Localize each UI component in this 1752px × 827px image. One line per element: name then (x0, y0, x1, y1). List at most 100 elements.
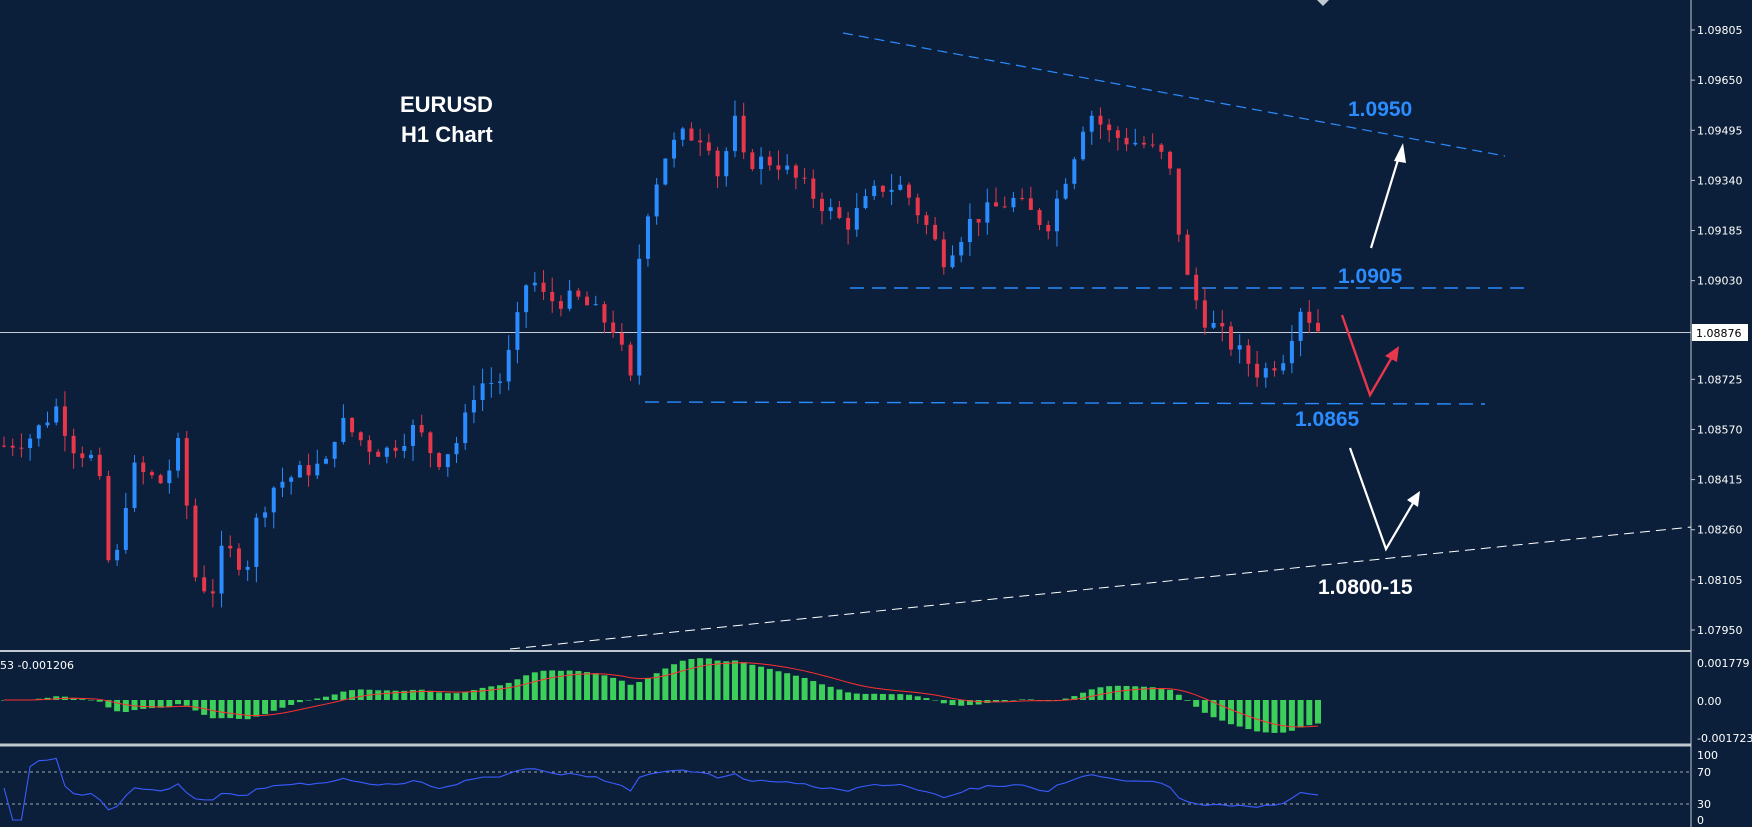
macd-bar (497, 685, 504, 700)
candle-body (1316, 322, 1320, 332)
candle-body (628, 344, 633, 376)
arrow-head-red-icon (1385, 346, 1399, 362)
candle-body (1281, 363, 1286, 371)
macd-bar (383, 690, 390, 700)
macd-bar (1280, 700, 1287, 733)
macd-bar (749, 664, 756, 700)
candle-body (898, 184, 903, 190)
macd-bar (949, 700, 956, 706)
macd-signal-line (3, 662, 1319, 728)
candle-body (254, 517, 259, 567)
candle-body (698, 140, 703, 143)
macd-bar (88, 699, 95, 701)
price-tick-label: 1.08105 (1697, 574, 1743, 587)
macd-bar (1097, 687, 1104, 700)
macd-bar (357, 689, 364, 700)
macd-bar (1271, 700, 1278, 733)
candle-body (1063, 183, 1068, 199)
candle-body (315, 463, 320, 476)
candle-body (585, 296, 590, 306)
candle-body (1194, 274, 1199, 301)
macd-bar (131, 700, 138, 711)
candle-body (176, 438, 181, 471)
macd-bar (331, 694, 338, 700)
price-tick-label: 1.09030 (1697, 275, 1743, 288)
candle-body (611, 322, 616, 333)
candle-body (402, 445, 407, 451)
candle-body (907, 184, 912, 198)
candle-body (994, 202, 999, 207)
candle-body (1272, 368, 1277, 371)
candle-body (71, 435, 76, 454)
candle-body (297, 465, 302, 478)
arrow-up-icon (1369, 149, 1403, 249)
candle-body (210, 591, 215, 594)
candle-body (410, 424, 415, 446)
candle-body (158, 475, 163, 484)
macd-bar (523, 675, 530, 700)
macd-bar (279, 700, 286, 708)
macd-bar (305, 700, 312, 701)
candle-body (515, 312, 520, 350)
candle-body (767, 156, 772, 166)
candle-body (384, 447, 389, 457)
candle-body (123, 507, 128, 550)
current-price-label: 1.08876 (1696, 327, 1742, 340)
arrow-head-icon (1407, 491, 1420, 507)
macd-bar (1080, 692, 1087, 700)
macd-bar (183, 700, 190, 706)
macd-bar (1123, 686, 1130, 700)
level-label-1.0950: 1.0950 (1348, 98, 1412, 121)
level-label-1.0905: 1.0905 (1338, 265, 1403, 288)
macd-bar (584, 672, 591, 700)
arrow-dip-red-icon (1340, 314, 1397, 398)
candle-body (793, 165, 798, 178)
macd-bar (1167, 689, 1174, 700)
candle-body (219, 545, 224, 594)
candle-body (1002, 206, 1007, 208)
macd-bar (270, 700, 277, 711)
candle-body (45, 422, 50, 426)
macd-bar (140, 700, 147, 709)
candle-body (558, 301, 563, 309)
candle-body (419, 424, 424, 433)
macd-bar (897, 694, 904, 700)
macd-bar (1315, 700, 1321, 724)
candle-body (445, 454, 450, 468)
macd-bar (636, 682, 643, 700)
macd-values: 53 -0.001206 (0, 659, 74, 672)
candle-body (245, 566, 250, 570)
candle-body (271, 487, 276, 513)
macd-bar (1140, 686, 1147, 700)
macd-bar (671, 664, 678, 700)
candle-body (1124, 137, 1129, 145)
macd-bar (392, 690, 399, 700)
candle-body (672, 139, 677, 159)
candle-body (532, 282, 537, 286)
candle-body (1289, 340, 1294, 364)
candle-body (1107, 124, 1112, 131)
candle-body (428, 432, 433, 454)
candle-body (471, 400, 476, 413)
candles-group (2, 100, 1320, 608)
macd-bar (79, 699, 86, 700)
macd-bar (871, 693, 878, 700)
candle-body (811, 178, 816, 199)
macd-bar (940, 700, 947, 704)
price-tick-label: 1.08570 (1697, 423, 1743, 436)
macd-bar (906, 694, 913, 700)
macd-bar (201, 700, 208, 715)
candle-body (350, 417, 355, 433)
macd-bar (253, 700, 260, 717)
candle-body (115, 549, 120, 561)
macd-bar (401, 690, 408, 700)
macd-bar (845, 692, 852, 700)
candle-body (715, 150, 720, 177)
candle-body (454, 443, 459, 455)
macd-bar (531, 672, 538, 700)
candle-body (1037, 209, 1042, 225)
candle-body (1028, 198, 1033, 210)
candle-body (941, 239, 946, 268)
candle-body (489, 382, 494, 384)
